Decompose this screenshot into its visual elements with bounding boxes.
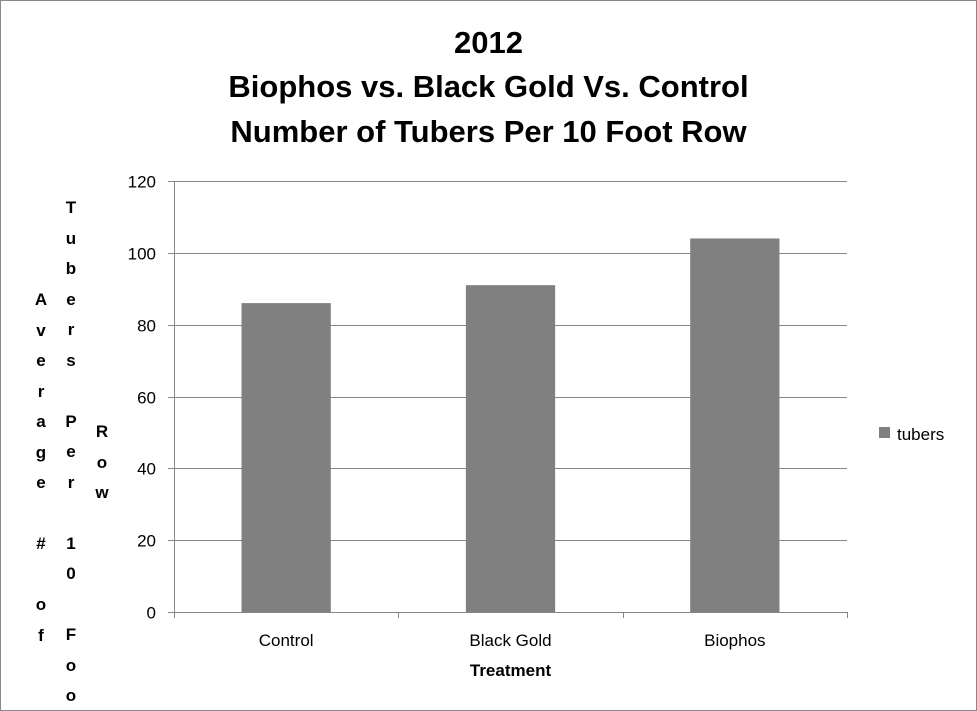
chart-title-line-1: 2012 bbox=[454, 25, 523, 60]
y-tick-label: 120 bbox=[128, 173, 156, 192]
y-axis-label: A v e r a g e # o f T u b e r s P e r 1 0… bbox=[29, 189, 119, 709]
y-tick-label: 0 bbox=[147, 604, 156, 623]
bar-control bbox=[241, 303, 331, 612]
x-tick-label: Control bbox=[259, 631, 314, 650]
y-tick-label: 80 bbox=[137, 317, 156, 336]
x-tick-label: Biophos bbox=[704, 631, 765, 650]
y-tick-label: 100 bbox=[128, 245, 156, 264]
chart-title-line-3: Number of Tubers Per 10 Foot Row bbox=[230, 114, 747, 149]
x-axis-title: Treatment bbox=[470, 661, 552, 680]
legend-label: tubers bbox=[897, 425, 944, 444]
y-tick-label: 60 bbox=[137, 389, 156, 408]
x-tick-label: Black Gold bbox=[469, 631, 551, 650]
bar-black-gold bbox=[465, 285, 556, 612]
y-axis-label-column-2: T u b e r s P e r 1 0 F o o t bbox=[65, 198, 77, 705]
y-tick-label: 40 bbox=[137, 460, 156, 479]
y-axis-label-column-1: A v e r a g e # o f bbox=[34, 290, 48, 645]
y-axis-label-column-3: R o w bbox=[95, 422, 109, 502]
bar-biophos bbox=[690, 238, 780, 612]
legend-swatch bbox=[879, 427, 890, 438]
y-tick-label: 20 bbox=[137, 532, 156, 551]
chart-title-line-2: Biophos vs. Black Gold Vs. Control bbox=[228, 69, 749, 104]
